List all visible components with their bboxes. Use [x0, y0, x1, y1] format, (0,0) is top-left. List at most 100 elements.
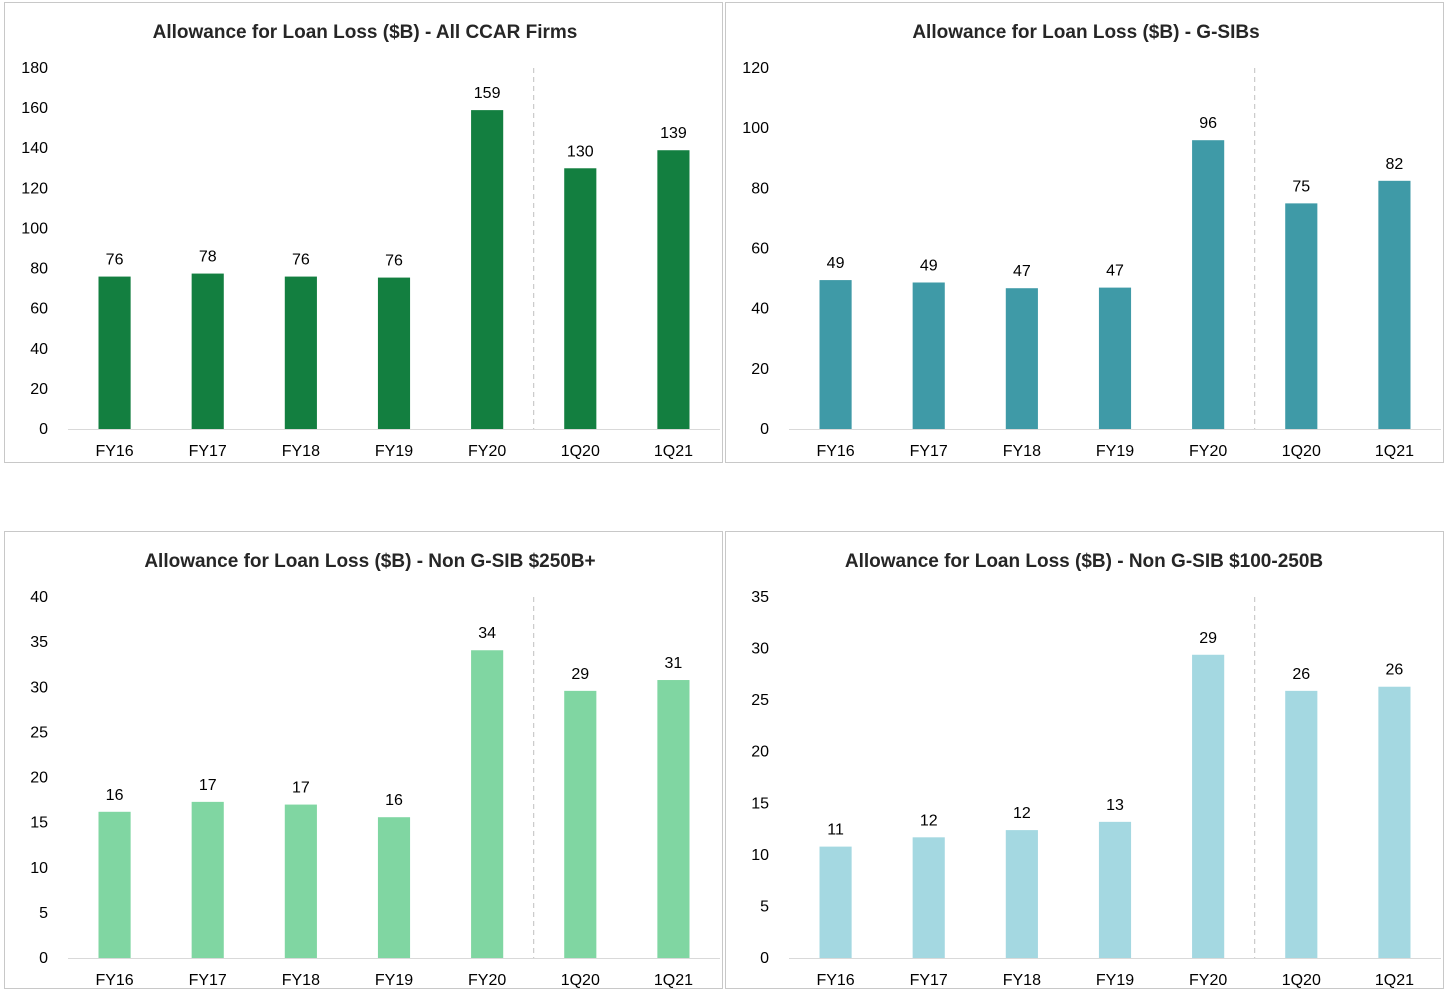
- x-tick-label: FY17: [189, 443, 227, 460]
- y-tick-label: 60: [30, 301, 48, 318]
- chart-svg: Allowance for Loan Loss ($B) - G-SIBs 0 2…: [742, 22, 1441, 460]
- bar: [98, 276, 131, 429]
- y-tick-label: 0: [760, 950, 769, 967]
- chart-title: Allowance for Loan Loss ($B) - Non G-SIB…: [845, 551, 1323, 572]
- x-tick-label: 1Q21: [1375, 972, 1414, 989]
- data-label: 12: [1013, 805, 1031, 822]
- data-label: 17: [199, 777, 217, 794]
- x-tick-label: 1Q21: [654, 443, 693, 460]
- bar: [1378, 180, 1411, 429]
- bar: [191, 801, 224, 958]
- x-tick-label: FY16: [816, 972, 854, 989]
- y-tick-label: 40: [30, 589, 48, 606]
- y-tick-label: 35: [751, 589, 769, 606]
- bar: [284, 804, 317, 958]
- y-tick-label: 0: [39, 950, 48, 967]
- data-label: 75: [1292, 178, 1310, 195]
- x-tick-label: FY16: [816, 443, 854, 460]
- x-tick-label: FY17: [910, 972, 948, 989]
- bar: [1192, 140, 1225, 429]
- data-label: 130: [567, 143, 594, 160]
- y-tick-label: 40: [30, 341, 48, 358]
- x-tick-label: FY18: [1003, 972, 1041, 989]
- data-label: 47: [1013, 263, 1031, 280]
- x-tick-label: FY19: [1096, 443, 1134, 460]
- y-tick-label: 0: [39, 421, 48, 438]
- chart-svg: Allowance for Loan Loss ($B) - All CCAR …: [21, 22, 720, 460]
- data-label: 139: [660, 125, 687, 142]
- bar: [1098, 821, 1132, 958]
- x-tick-label: FY18: [282, 443, 320, 460]
- y-tick-label: 20: [30, 381, 48, 398]
- data-label: 76: [385, 253, 403, 270]
- bar: [1098, 287, 1132, 429]
- data-label: 17: [292, 780, 310, 797]
- y-tick-label: 20: [30, 770, 48, 787]
- y-tick-label: 20: [751, 744, 769, 761]
- chart-title: Allowance for Loan Loss ($B) - G-SIBs: [912, 22, 1259, 43]
- y-tick-label: 35: [30, 634, 48, 651]
- x-tick-label: FY20: [1189, 443, 1227, 460]
- y-tick-label: 80: [751, 180, 769, 197]
- x-tick-label: FY19: [1096, 972, 1134, 989]
- chart-svg: Allowance for Loan Loss ($B) - Non G-SIB…: [751, 551, 1441, 989]
- y-tick-label: 100: [742, 120, 769, 137]
- x-tick-label: 1Q21: [1375, 443, 1414, 460]
- data-label: 49: [920, 257, 938, 274]
- x-tick-label: 1Q21: [654, 972, 693, 989]
- y-tick-label: 100: [21, 220, 48, 237]
- data-label: 29: [571, 666, 589, 683]
- x-tick-label: FY18: [282, 972, 320, 989]
- y-tick-label: 15: [30, 815, 48, 832]
- data-label: 26: [1292, 666, 1310, 683]
- x-tick-label: FY20: [1189, 972, 1227, 989]
- data-label: 76: [106, 252, 124, 269]
- y-tick-label: 120: [21, 180, 48, 197]
- chart-panel-non-gsib-250b: Allowance for Loan Loss ($B) - Non G-SIB…: [4, 531, 723, 989]
- data-label: 11: [827, 822, 844, 839]
- data-label: 16: [385, 792, 403, 809]
- chart-panel-all-ccar-firms: Allowance for Loan Loss ($B) - All CCAR …: [4, 2, 723, 463]
- chart-panel-non-gsib-100-250b: Allowance for Loan Loss ($B) - Non G-SIB…: [725, 531, 1444, 989]
- y-tick-label: 25: [751, 692, 769, 709]
- data-label: 34: [478, 625, 496, 642]
- y-tick-label: 160: [21, 100, 48, 117]
- bar: [1285, 690, 1318, 958]
- bar: [819, 846, 852, 958]
- chart-panel-g-sibs: Allowance for Loan Loss ($B) - G-SIBs 0 2…: [725, 2, 1444, 463]
- y-tick-label: 30: [751, 641, 769, 658]
- data-label: 96: [1199, 115, 1217, 132]
- data-label: 82: [1386, 156, 1404, 173]
- bar: [912, 282, 945, 429]
- bar: [564, 690, 597, 958]
- y-tick-label: 10: [751, 847, 769, 864]
- bar: [1005, 288, 1038, 429]
- x-tick-label: FY17: [189, 972, 227, 989]
- y-tick-label: 10: [30, 860, 48, 877]
- chart-title: Allowance for Loan Loss ($B) - Non G-SIB…: [144, 551, 595, 572]
- x-tick-label: 1Q20: [561, 972, 600, 989]
- data-label: 159: [474, 85, 501, 102]
- x-tick-label: FY16: [95, 443, 133, 460]
- data-label: 76: [292, 252, 310, 269]
- y-tick-label: 5: [39, 905, 48, 922]
- bar: [1192, 654, 1225, 958]
- y-tick-label: 60: [751, 241, 769, 258]
- data-label: 31: [665, 655, 683, 672]
- bar: [1378, 686, 1411, 958]
- data-label: 26: [1386, 662, 1404, 679]
- bar: [657, 680, 690, 958]
- y-tick-label: 25: [30, 724, 48, 741]
- x-tick-label: 1Q20: [1282, 443, 1321, 460]
- data-label: 16: [106, 787, 124, 804]
- y-tick-label: 40: [751, 301, 769, 318]
- x-tick-label: FY16: [95, 972, 133, 989]
- y-tick-label: 120: [742, 60, 769, 77]
- y-tick-label: 0: [760, 421, 769, 438]
- y-tick-label: 15: [751, 795, 769, 812]
- data-label: 13: [1106, 797, 1124, 814]
- x-tick-label: FY20: [468, 443, 506, 460]
- data-label: 47: [1106, 263, 1124, 280]
- bar: [471, 650, 504, 958]
- data-label: 29: [1199, 630, 1217, 647]
